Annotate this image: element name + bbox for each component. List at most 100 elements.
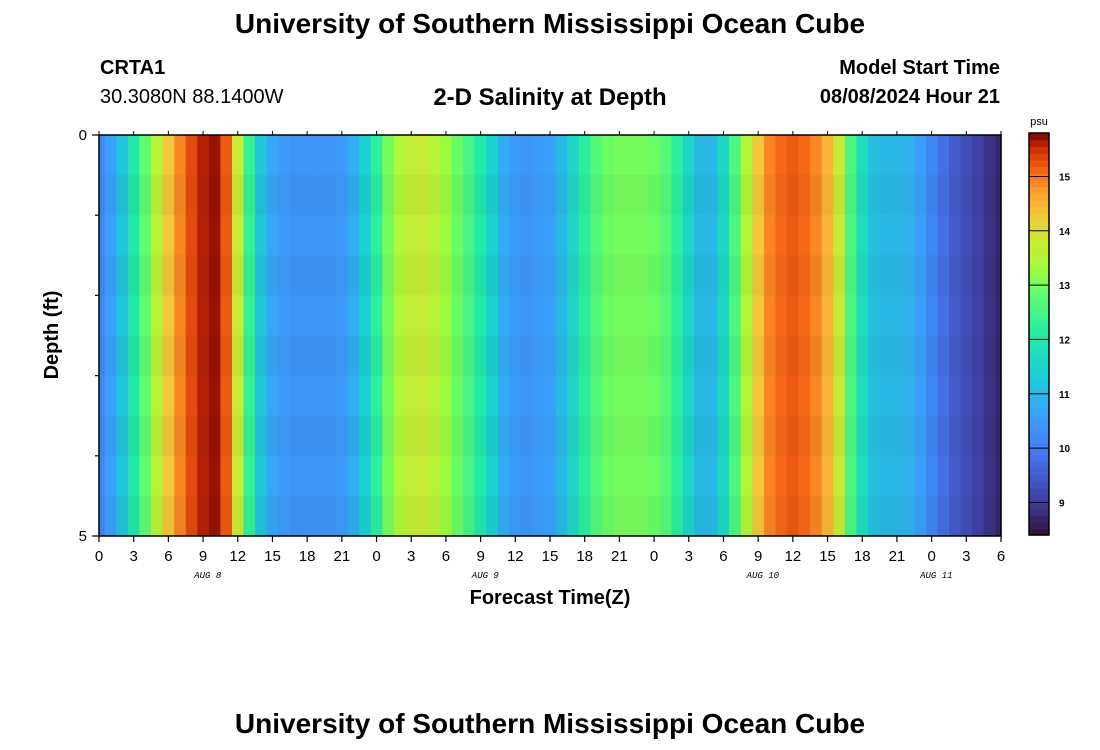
depth-layer-band — [99, 416, 1001, 456]
colorbar-segment — [1029, 347, 1049, 355]
y-tick-label: 5 — [79, 528, 87, 545]
heatmap-cell — [255, 135, 268, 536]
colorbar-segment — [1029, 300, 1049, 308]
colorbar-segment — [1029, 501, 1049, 509]
colorbar-segment — [1029, 267, 1049, 275]
colorbar-segment — [1029, 528, 1049, 536]
heatmap-cell — [532, 135, 545, 536]
heatmap-cell — [798, 135, 811, 536]
colorbar-segment — [1029, 200, 1049, 208]
depth-layer-band — [99, 336, 1001, 376]
x-tick-label: 6 — [997, 548, 1005, 565]
colorbar-segment — [1029, 166, 1049, 174]
colorbar-segment — [1029, 153, 1049, 161]
colorbar-segment — [1029, 461, 1049, 469]
colorbar-segment — [1029, 394, 1049, 402]
colorbar-tick-label: 15 — [1059, 172, 1071, 183]
heatmap-cell — [590, 135, 603, 536]
colorbar-segment — [1029, 508, 1049, 516]
heatmap-cell — [544, 135, 557, 536]
main-title: University of Southern Mississippi Ocean… — [234, 8, 866, 39]
heatmap-cell — [555, 135, 568, 536]
x-tick-label: 6 — [164, 548, 172, 565]
colorbar-segment — [1029, 374, 1049, 382]
heatmap-cell — [960, 135, 973, 536]
colorbar-tick-label: 14 — [1059, 227, 1071, 238]
heatmap-cell — [706, 135, 719, 536]
colorbar-segment — [1029, 474, 1049, 482]
y-axis: 05 — [79, 127, 99, 545]
colorbar-segment — [1029, 320, 1049, 328]
heatmap-cell — [324, 135, 337, 536]
colorbar-segment — [1029, 206, 1049, 214]
colorbar-frame — [1028, 132, 1050, 536]
heatmap-cell — [266, 135, 279, 536]
x-tick-label: 9 — [754, 548, 762, 565]
x-tick-label: 18 — [576, 548, 593, 565]
colorbar-segment — [1029, 307, 1049, 315]
heatmap-cells — [99, 135, 1002, 536]
heatmap-cell — [440, 135, 453, 536]
heatmap-cell — [521, 135, 534, 536]
y-axis-title: Depth (ft) — [41, 291, 63, 380]
x-tick-label: 0 — [650, 548, 658, 565]
heatmap-cell — [879, 135, 892, 536]
heatmap-cell — [787, 135, 800, 536]
depth-layer-band — [99, 175, 1001, 215]
x-tick-label: 21 — [334, 548, 351, 565]
heatmap-cell — [972, 135, 985, 536]
colorbar: psu 9 10 11 12 13 14 15 — [1028, 116, 1071, 536]
heatmap-cell — [197, 135, 210, 536]
x-tick-label: 9 — [199, 548, 207, 565]
heatmap-cell — [370, 135, 383, 536]
heatmap-cell — [671, 135, 684, 536]
colorbar-unit: psu — [1030, 116, 1048, 128]
heatmap-cell — [891, 135, 904, 536]
x-tick-label: 18 — [854, 548, 871, 565]
colorbar-segment — [1029, 246, 1049, 255]
day-label: AUG 11 — [919, 571, 952, 581]
colorbar-segment — [1029, 447, 1049, 456]
heatmap-cell — [185, 135, 198, 536]
heatmap-cell — [151, 135, 164, 536]
x-tick-label: 15 — [264, 548, 281, 565]
day-label: AUG 8 — [193, 571, 222, 581]
colorbar-segment — [1029, 280, 1049, 288]
heatmap-cell — [463, 135, 476, 536]
heatmap-cell — [833, 135, 846, 536]
x-tick-label: 15 — [542, 548, 559, 565]
colorbar-segment — [1029, 133, 1049, 141]
station-coordinates: 30.3080N 88.1400W — [100, 86, 284, 108]
heatmap-cell — [740, 135, 753, 536]
heatmap-cell — [359, 135, 372, 536]
x-tick-label: 0 — [927, 548, 935, 565]
colorbar-segment — [1029, 488, 1049, 496]
heatmap-cell — [729, 135, 742, 536]
x-axis: 0 3 6 9 12 15 18 21 0 3 6 9 12 15 18 21 0 3 6 9 12 15 18 21 0 3 6 A… — [95, 131, 1005, 581]
heatmap-cell — [127, 135, 141, 536]
y-tick-label: 0 — [79, 127, 87, 144]
heatmap-cell — [914, 135, 927, 536]
heatmap-cell — [613, 135, 626, 536]
heatmap-cell — [682, 135, 696, 536]
heatmap-cell — [428, 135, 441, 536]
colorbar-segment — [1029, 253, 1049, 261]
colorbar-segment — [1029, 146, 1049, 154]
colorbar-segment — [1029, 468, 1049, 476]
colorbar-segment — [1029, 240, 1049, 248]
colorbar-segment — [1029, 387, 1049, 395]
colorbar-segment — [1029, 407, 1049, 415]
heatmap-cell — [937, 135, 950, 536]
heatmap-cell — [509, 135, 522, 536]
day-label: AUG 10 — [746, 571, 780, 581]
heatmap-cell — [648, 135, 661, 536]
heatmap-cell — [902, 135, 915, 536]
model-start-label: Model Start Time — [839, 57, 1000, 79]
heatmap-cell — [995, 135, 1002, 536]
heatmap-cell — [208, 135, 222, 536]
colorbar-segment — [1029, 213, 1049, 221]
colorbar-segment — [1029, 494, 1049, 503]
heatmap-cell — [925, 135, 938, 536]
x-tick-label: 6 — [719, 548, 727, 565]
